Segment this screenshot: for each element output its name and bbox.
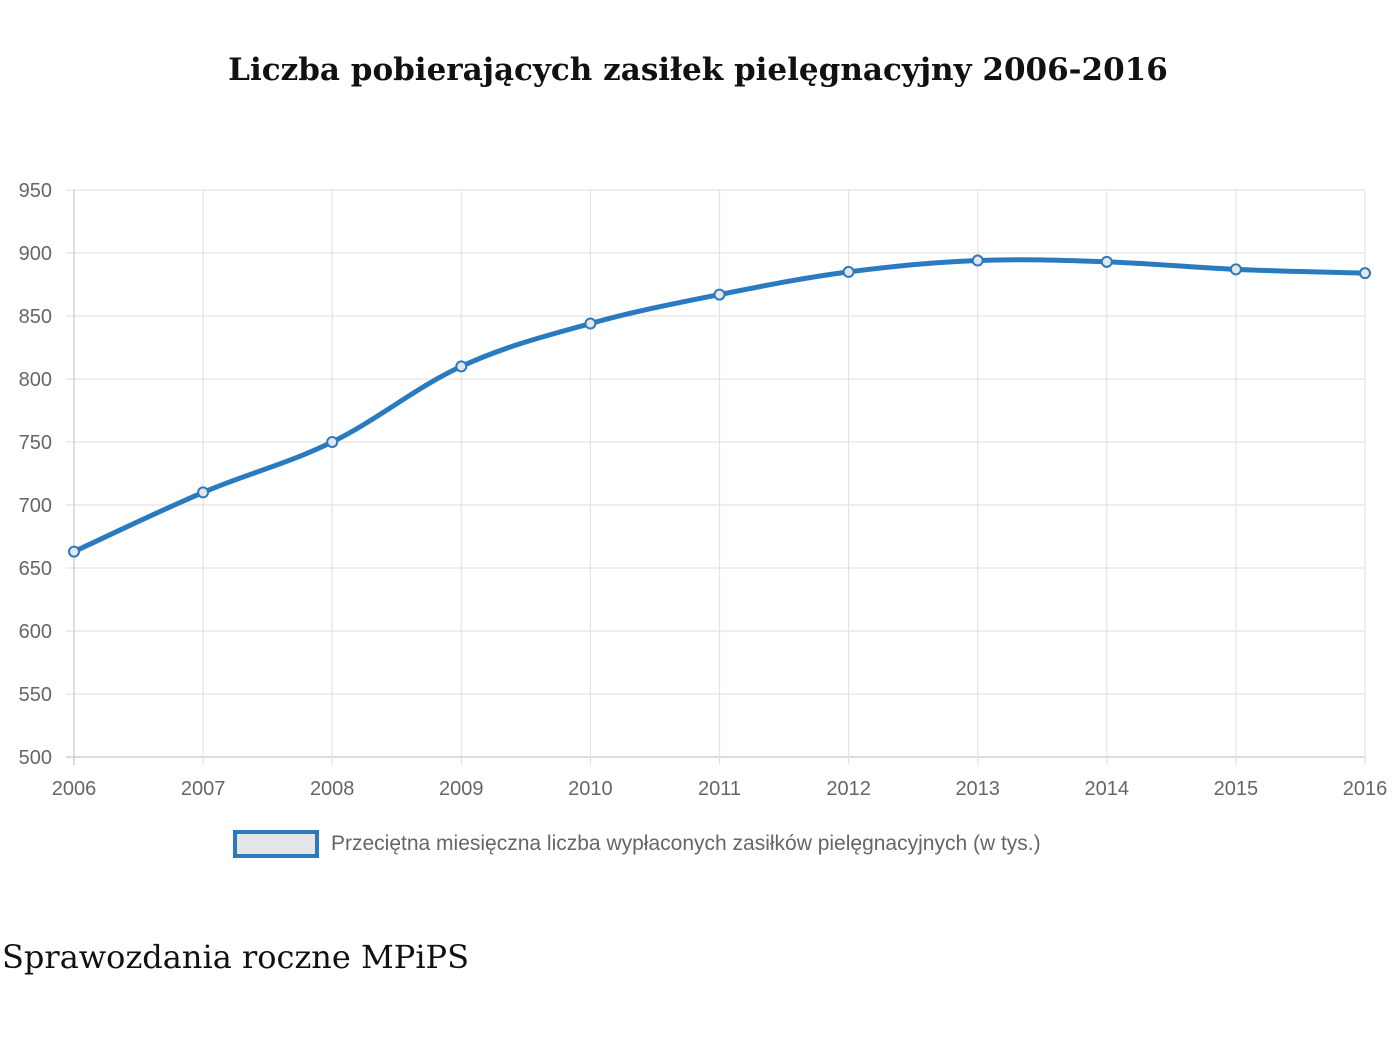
y-tick-label: 900 (19, 243, 52, 265)
x-tick-label: 2006 (52, 778, 97, 800)
y-tick-label: 950 (19, 180, 52, 202)
y-tick-label: 800 (19, 369, 52, 391)
chart-grid (66, 189, 1366, 765)
y-tick-label: 700 (19, 495, 52, 517)
data-point (713, 288, 726, 301)
data-point (1229, 263, 1242, 276)
x-tick-label: 2008 (310, 778, 355, 800)
source-note: Sprawozdania roczne MPiPS (2, 938, 469, 976)
data-point (1359, 267, 1371, 280)
x-tick-label: 2009 (439, 778, 484, 800)
x-tick-label: 2016 (1343, 778, 1388, 800)
x-tick-label: 2010 (568, 778, 613, 800)
chart-title: Liczba pobierających zasiłek pielęgnacyj… (228, 52, 1168, 88)
data-point (455, 360, 468, 373)
data-point (971, 254, 984, 267)
y-tick-label: 550 (19, 684, 52, 706)
chart-series (68, 254, 1371, 558)
data-point (1100, 255, 1113, 268)
x-tick-label: 2012 (826, 778, 871, 800)
data-point (197, 486, 210, 499)
legend-swatch[interactable] (233, 830, 319, 858)
data-point (842, 265, 855, 278)
y-tick-label: 500 (19, 747, 52, 769)
data-point (584, 317, 597, 330)
x-tick-label: 2007 (181, 778, 226, 800)
legend-label[interactable]: Przeciętna miesięczna liczba wypłaconych… (331, 832, 1041, 855)
y-tick-label: 650 (19, 558, 52, 580)
x-tick-label: 2013 (955, 778, 1000, 800)
data-point (68, 545, 80, 558)
y-tick-label: 600 (19, 621, 52, 643)
chart-tick-labels: 500 550 600 650 700 750 800 850 900 950 2006 2007 20… (19, 180, 1388, 800)
x-tick-label: 2015 (1214, 778, 1259, 800)
y-tick-label: 750 (19, 432, 52, 454)
x-tick-label: 2011 (698, 778, 741, 800)
data-point (326, 436, 339, 448)
x-tick-label: 2014 (1085, 778, 1130, 800)
y-tick-label: 850 (19, 306, 52, 328)
chart-legend[interactable]: Przeciętna miesięczna liczba wypłaconych… (233, 829, 1041, 859)
